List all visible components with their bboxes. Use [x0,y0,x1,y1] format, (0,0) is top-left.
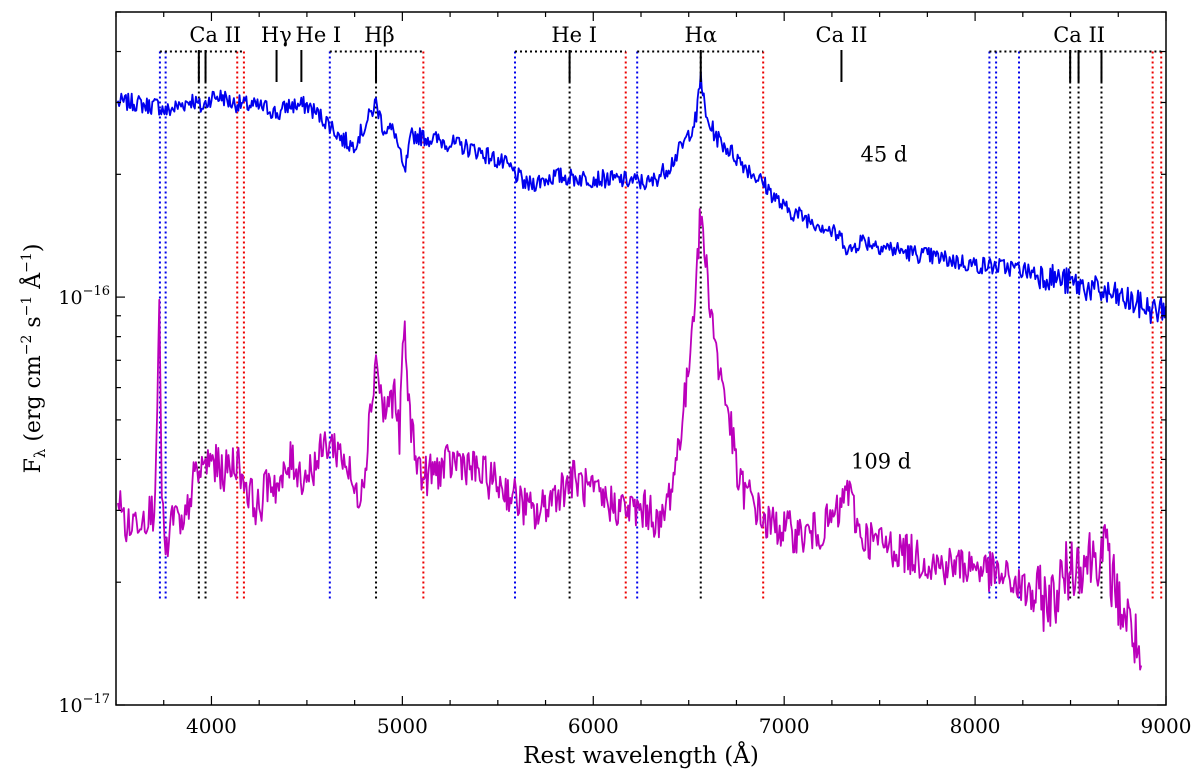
epoch-label: 45 d [861,143,908,167]
x-tick-label: 9000 [1141,714,1192,738]
y-axis-label: Fλ (erg cm−2 s−1 Å−1) [18,244,49,474]
epoch-label: 109 d [851,450,911,474]
x-tick-label: 6000 [568,714,619,738]
x-tick-label: 4000 [186,714,237,738]
line-markers [197,50,1103,82]
spectra-series [117,71,1167,671]
line-label: Ca II [1053,23,1105,47]
epoch-annotations: 45 d 109 d [851,143,911,474]
x-tick-label: 8000 [950,714,1001,738]
x-tick-label: 5000 [377,714,428,738]
axes: 4000 5000 6000 7000 8000 9000 10−17 10−16 Rest w… [18,11,1192,769]
plot-frame [115,11,1167,706]
y-tick-label: 10−16 [58,284,110,309]
line-label: Hγ [261,23,292,47]
vertical-guide-lines [158,51,1163,601]
line-label: Hα [685,23,718,47]
line-label: Ca II [816,23,868,47]
line-label: Hβ [364,23,394,47]
line-label: He I [551,23,597,47]
y-tick-label: 10−17 [58,692,110,717]
series-line-45-d [117,71,1167,324]
line-label: He I [296,23,342,47]
x-axis-label: Rest wavelength (Å) [523,741,759,769]
line-label: Ca II [189,23,241,47]
series-line-109-d [117,208,1143,671]
spectral-line-labels: Ca II Hγ He I Hβ He I Hα Ca II Ca II [189,23,1105,47]
x-tick-label: 7000 [759,714,810,738]
